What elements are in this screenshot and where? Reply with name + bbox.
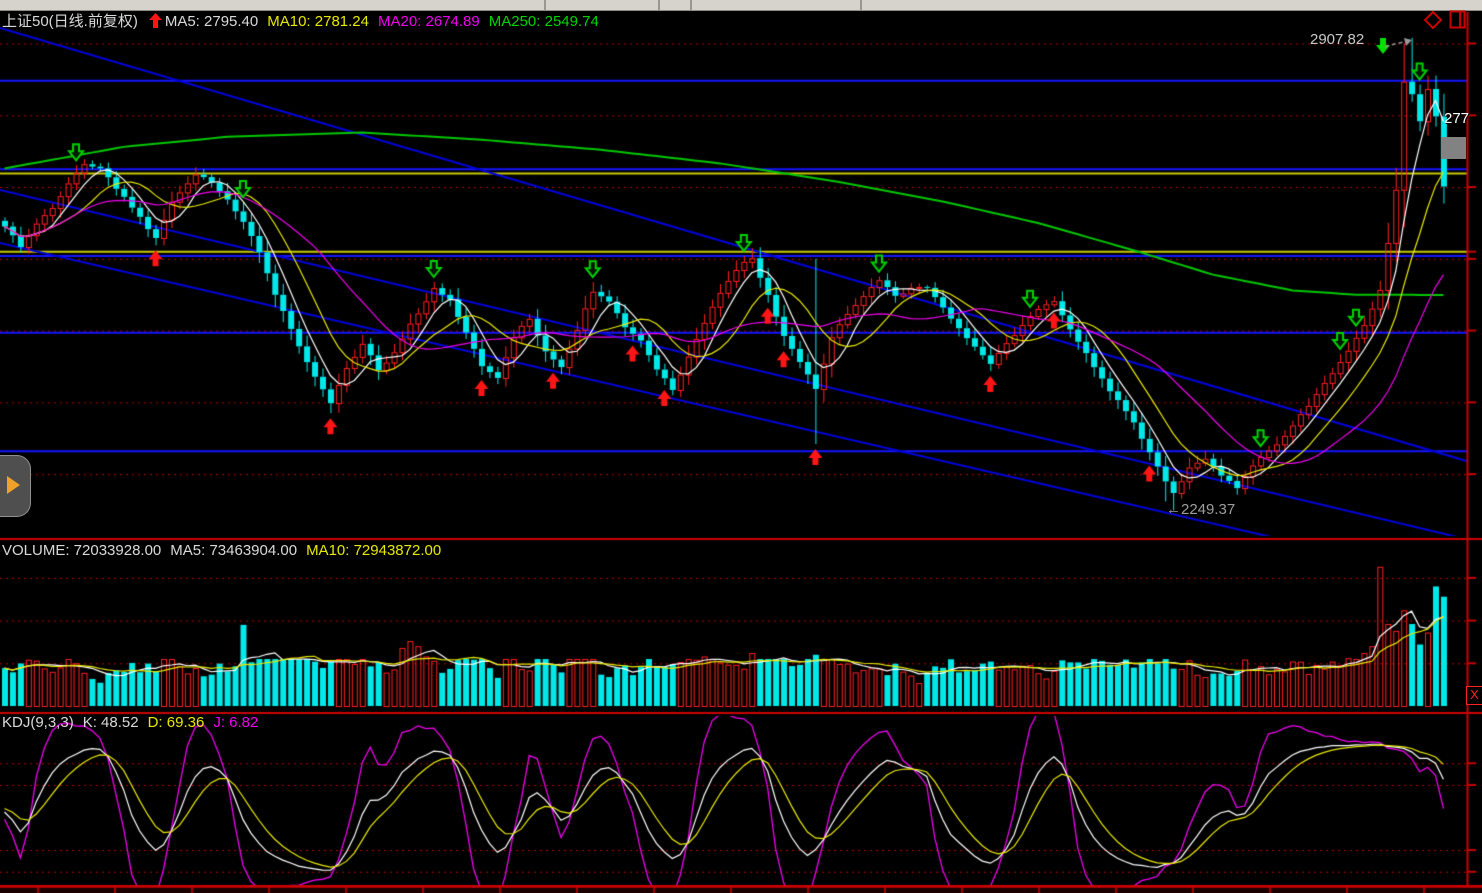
kdj-k-value: K: 48.52 xyxy=(82,714,139,731)
pane-toolbar-icons xyxy=(1424,10,1468,32)
volume-ma5-value: MA5: 73463904.00 xyxy=(170,542,298,559)
volume-pane-header: VOLUME: 72033928.00 MA5: 73463904.00 MA10:… xyxy=(2,542,450,559)
up-arrow-icon xyxy=(148,13,162,28)
play-triangle-icon xyxy=(7,476,20,494)
ma5-value: MA5: 2795.40 xyxy=(164,13,259,30)
volume-value: VOLUME: 72033928.00 xyxy=(2,542,162,559)
diamond-icon[interactable] xyxy=(1424,11,1442,29)
toolbar-separator xyxy=(658,0,660,10)
toolbar-separator xyxy=(860,0,862,10)
sidebar-expander-tab[interactable] xyxy=(0,455,31,517)
price-axis-tag xyxy=(1441,137,1466,159)
symbol-title: 上证50(日线.前复权) xyxy=(2,13,138,30)
low-price-annotation: ←2249.37 xyxy=(1166,501,1236,518)
ma10-value: MA10: 2781.24 xyxy=(267,13,369,30)
last-price-axis-label: 277 xyxy=(1444,110,1470,127)
toolbar-separator xyxy=(690,0,692,10)
top-toolbar-strip xyxy=(0,0,1482,11)
ma20-value: MA20: 2674.89 xyxy=(378,13,480,30)
panel-toggle-icon[interactable] xyxy=(1449,10,1466,29)
high-price-annotation: 2907.82 xyxy=(1310,31,1365,48)
ma250-value: MA250: 2549.74 xyxy=(488,13,599,30)
close-indicator-button[interactable]: X xyxy=(1466,686,1482,705)
kdj-pane-header: KDJ(9,3,3) K: 48.52 D: 69.36 J: 6.82 xyxy=(2,714,267,731)
main-pane-header: 上证50(日线.前复权) MA5: 2795.40 MA10: 2781.24 MA2… xyxy=(2,10,608,31)
toolbar-separator xyxy=(544,0,546,10)
volume-ma10-value: MA10: 72943872.00 xyxy=(306,542,442,559)
kdj-name: KDJ(9,3,3) xyxy=(2,714,74,731)
kdj-d-value: D: 69.36 xyxy=(147,714,205,731)
kdj-j-value: J: 6.82 xyxy=(213,714,259,731)
